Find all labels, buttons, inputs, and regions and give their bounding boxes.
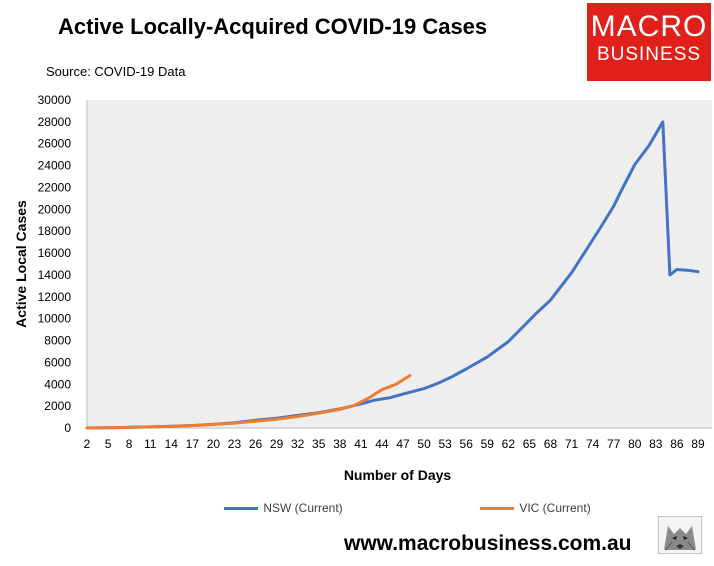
x-tick-label: 32: [291, 437, 305, 451]
y-tick-label: 10000: [38, 312, 72, 326]
y-tick-label: 26000: [38, 137, 72, 151]
source-note: Source: COVID-19 Data: [46, 64, 186, 79]
y-tick-label: 18000: [38, 224, 72, 238]
legend-label-vic: VIC (Current): [519, 501, 591, 515]
x-tick-label: 2: [84, 437, 91, 451]
y-tick-label: 6000: [44, 355, 71, 369]
plot-area: [87, 100, 712, 428]
legend-label-nsw: NSW (Current): [263, 501, 343, 515]
x-tick-label: 35: [312, 437, 326, 451]
x-tick-label: 53: [438, 437, 452, 451]
y-tick-label: 24000: [38, 159, 72, 173]
y-tick-label: 30000: [38, 93, 72, 107]
x-tick-label: 29: [270, 437, 284, 451]
x-axis-label: Number of Days: [344, 467, 452, 483]
x-tick-label: 38: [333, 437, 347, 451]
y-tick-label: 16000: [38, 246, 72, 260]
y-tick-label: 0: [64, 421, 71, 435]
x-tick-label: 77: [607, 437, 621, 451]
y-tick-label: 8000: [44, 334, 71, 348]
x-tick-label: 14: [165, 437, 179, 451]
x-axis: 2 5 8 11 14 17 20 23 26 29 32 35 38 41 44 47 50 53 56 59 62 6…: [84, 427, 712, 451]
x-tick-label: 44: [375, 437, 389, 451]
website-url: www.macrobusiness.com.au: [344, 532, 632, 555]
x-tick-label: 56: [460, 437, 474, 451]
x-tick-label: 59: [481, 437, 495, 451]
x-tick-label: 5: [105, 437, 112, 451]
x-tick-label: 26: [249, 437, 263, 451]
x-tick-label: 41: [354, 437, 368, 451]
x-tick-label: 80: [628, 437, 642, 451]
y-tick-label: 12000: [38, 290, 72, 304]
y-tick-label: 2000: [44, 399, 71, 413]
x-tick-label: 65: [523, 437, 537, 451]
x-tick-label: 74: [586, 437, 600, 451]
logo-line1: MACRO: [590, 10, 708, 43]
x-tick-label: 17: [186, 437, 200, 451]
y-axis-label: Active Local Cases: [13, 200, 29, 328]
x-tick-label: 20: [207, 437, 221, 451]
y-tick-label: 4000: [44, 377, 71, 391]
legend-swatch-nsw: [224, 507, 258, 511]
x-tick-label: 62: [502, 437, 516, 451]
x-tick-label: 68: [544, 437, 558, 451]
legend-swatch-vic: [480, 507, 514, 511]
x-tick-label: 83: [649, 437, 663, 451]
y-tick-label: 14000: [38, 268, 72, 282]
x-tick-label: 89: [691, 437, 705, 451]
wolf-logo-icon: [658, 516, 702, 554]
legend-item-nsw: NSW (Current): [224, 501, 343, 515]
series-line-vic: [85, 374, 412, 430]
x-tick-label: 71: [565, 437, 579, 451]
logo-line2: BUSINESS: [596, 44, 702, 65]
x-tick-label: 86: [670, 437, 684, 451]
x-tick-label: 23: [228, 437, 242, 451]
y-tick-label: 22000: [38, 180, 72, 194]
legend-item-vic: VIC (Current): [480, 501, 591, 515]
chart-title: Active Locally-Acquired COVID-19 Cases: [58, 14, 488, 39]
y-tick-label: 28000: [38, 115, 72, 129]
y-axis: 0 2000 4000 6000 8000 10000 12000 14000 16000 180…: [38, 93, 88, 435]
x-tick-label: 50: [417, 437, 431, 451]
macrobusiness-logo: MACRO BUSINESS: [587, 3, 711, 81]
line-chart: 0 2000 4000 6000 8000 10000 12000 14000 16000 180…: [13, 93, 712, 483]
x-tick-label: 47: [396, 437, 410, 451]
x-tick-label: 8: [126, 437, 133, 451]
y-tick-label: 20000: [38, 202, 72, 216]
x-tick-label: 11: [144, 437, 157, 451]
series-lines: [85, 120, 700, 430]
